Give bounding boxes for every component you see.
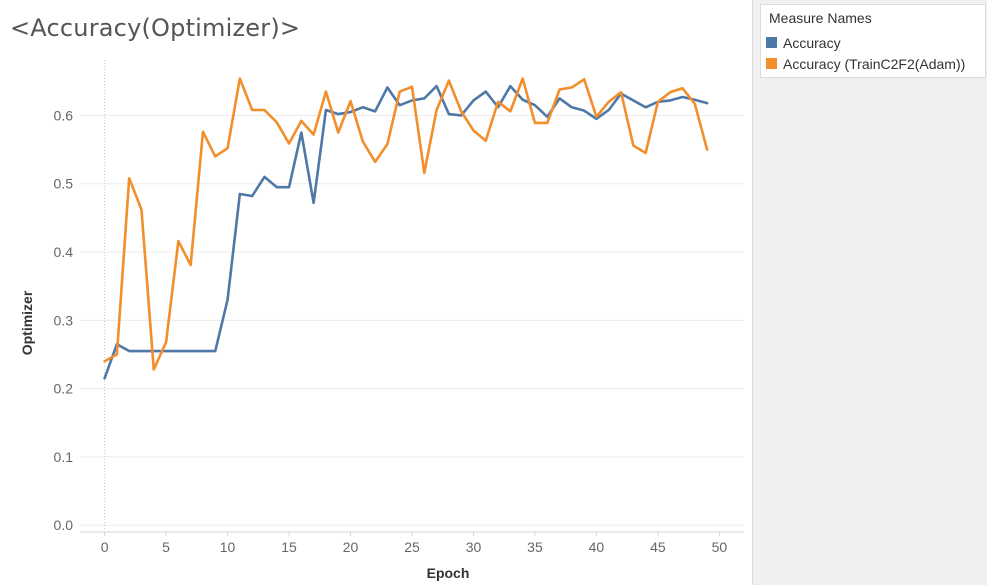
y-axis-title: Optimizer — [19, 290, 35, 355]
x-tick-label: 5 — [162, 539, 170, 555]
x-tick-label: 40 — [589, 539, 605, 555]
series-line-accuracy — [103, 84, 709, 380]
legend-panel: Measure Names Accuracy Accuracy (TrainC2… — [752, 0, 987, 585]
y-tick-label: 0.0 — [54, 517, 74, 533]
y-tick-label: 0.4 — [54, 244, 74, 260]
legend-title: Measure Names — [769, 10, 872, 26]
legend[interactable]: Measure Names Accuracy Accuracy (TrainC2… — [760, 4, 986, 78]
x-tick-label: 30 — [466, 539, 482, 555]
legend-swatch-accuracy-trainc2f2-adam — [766, 58, 777, 69]
y-tick-label: 0.5 — [54, 176, 74, 192]
x-tick-label: 15 — [281, 539, 297, 555]
legend-label-accuracy-trainc2f2-adam: Accuracy (TrainC2F2(Adam)) — [783, 55, 966, 72]
legend-label-accuracy: Accuracy — [783, 34, 841, 51]
chart-title: <Accuracy(Optimizer)> — [10, 14, 301, 42]
x-tick-label: 20 — [343, 539, 359, 555]
legend-swatch-accuracy — [766, 37, 777, 48]
x-tick-label: 25 — [404, 539, 420, 555]
x-tick-label: 0 — [101, 539, 109, 555]
y-tick-label: 0.3 — [54, 312, 74, 328]
y-tick-label: 0.2 — [54, 381, 74, 397]
y-tick-label: 0.1 — [54, 449, 74, 465]
x-tick-label: 35 — [527, 539, 543, 555]
chart-area: 0.0 0.1 0.2 0.3 0.4 0.5 0.6 0 5 10 15 20 25 30 35 40 45 5… — [19, 60, 744, 581]
x-tick-label: 50 — [712, 539, 728, 555]
series-line-accuracy-trainc2f2-adam — [103, 77, 709, 371]
x-tick-label: 45 — [650, 539, 666, 555]
x-tick-label: 10 — [220, 539, 236, 555]
legend-item-accuracy-trainc2f2-adam[interactable]: Accuracy (TrainC2F2(Adam)) — [761, 53, 985, 74]
legend-item-accuracy[interactable]: Accuracy — [761, 32, 985, 53]
x-axis-title: Epoch — [427, 565, 470, 581]
y-tick-label: 0.6 — [54, 107, 74, 123]
line-chart: 0.0 0.1 0.2 0.3 0.4 0.5 0.6 0 5 10 15 20 25 30 35 40 45 5… — [19, 60, 744, 581]
